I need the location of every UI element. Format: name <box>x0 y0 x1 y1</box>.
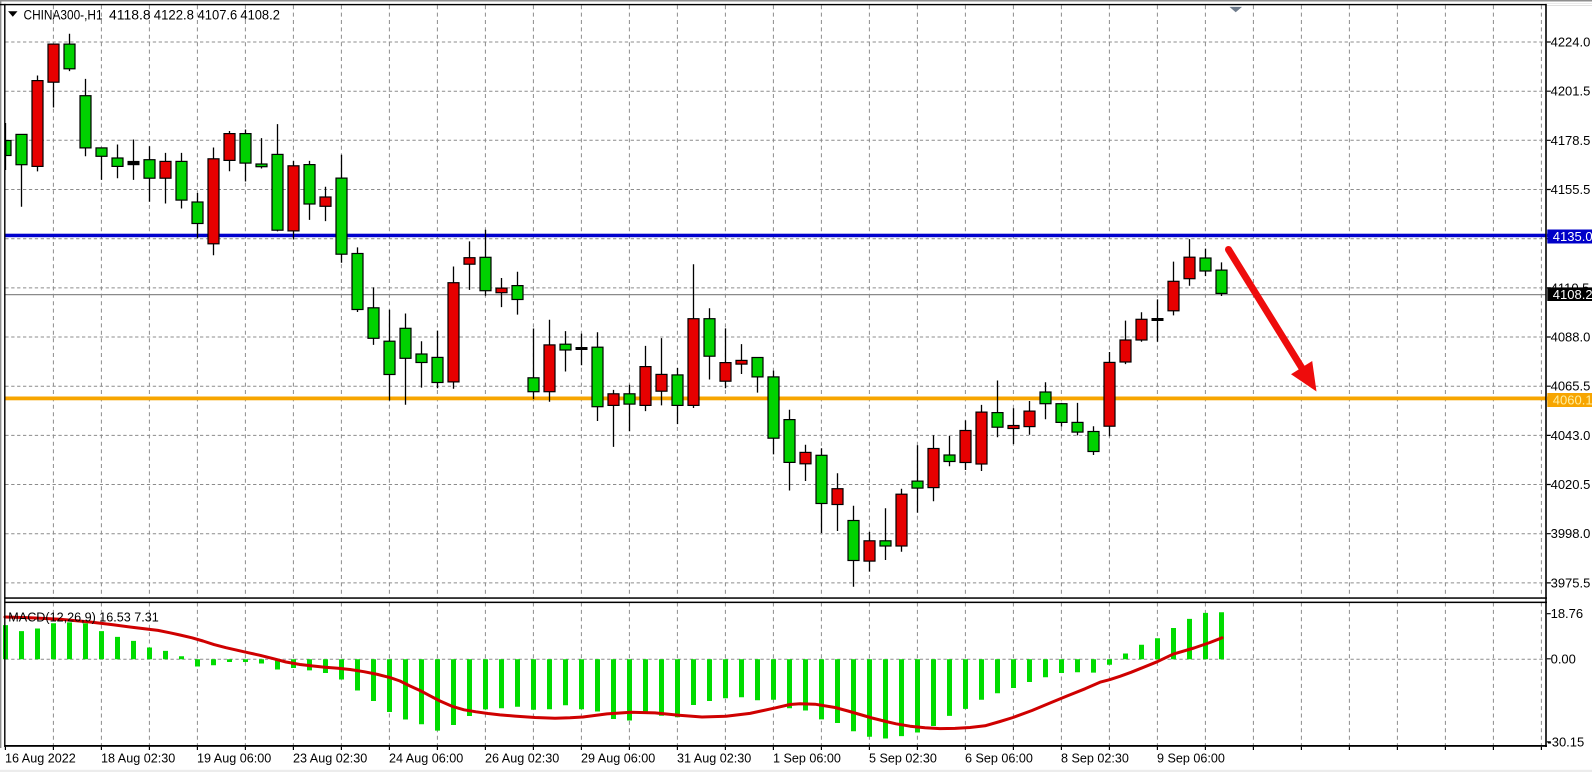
svg-text:-30.15: -30.15 <box>1547 734 1584 749</box>
svg-text:9 Sep 06:00: 9 Sep 06:00 <box>1157 751 1225 765</box>
svg-text:4135.0: 4135.0 <box>1553 229 1592 244</box>
svg-text:31 Aug 02:30: 31 Aug 02:30 <box>677 751 751 765</box>
svg-text:4122.8: 4122.8 <box>154 8 194 23</box>
svg-text:6 Sep 06:00: 6 Sep 06:00 <box>965 751 1033 765</box>
svg-text:4108.2: 4108.2 <box>240 8 280 23</box>
svg-text:29 Aug 06:00: 29 Aug 06:00 <box>581 751 655 765</box>
svg-text:24 Aug 06:00: 24 Aug 06:00 <box>389 751 463 765</box>
svg-text:4107.6: 4107.6 <box>198 8 238 23</box>
svg-text:3975.5: 3975.5 <box>1551 575 1591 590</box>
svg-text:26 Aug 02:30: 26 Aug 02:30 <box>485 751 559 765</box>
svg-text:4108.2: 4108.2 <box>1553 287 1592 302</box>
svg-text:4155.5: 4155.5 <box>1551 182 1591 197</box>
svg-text:4224.0: 4224.0 <box>1551 35 1591 50</box>
svg-text:4088.0: 4088.0 <box>1551 330 1591 345</box>
svg-text:4020.5: 4020.5 <box>1551 477 1591 492</box>
svg-text:4178.5: 4178.5 <box>1551 133 1591 148</box>
svg-text:0.00: 0.00 <box>1551 651 1576 666</box>
svg-text:8 Sep 02:30: 8 Sep 02:30 <box>1061 751 1129 765</box>
svg-text:16 Aug 2022: 16 Aug 2022 <box>5 751 76 765</box>
svg-text:5 Sep 02:30: 5 Sep 02:30 <box>869 751 937 765</box>
svg-text:3998.0: 3998.0 <box>1551 526 1591 541</box>
svg-text:MACD(12,26,9) 16.53 7.31: MACD(12,26,9) 16.53 7.31 <box>8 610 159 624</box>
svg-text:18 Aug 02:30: 18 Aug 02:30 <box>101 751 175 765</box>
svg-text:4118.8: 4118.8 <box>109 8 151 23</box>
svg-text:4065.5: 4065.5 <box>1551 379 1591 394</box>
svg-text:CHINA300-,H1: CHINA300-,H1 <box>24 8 103 23</box>
svg-text:4201.5: 4201.5 <box>1551 84 1591 99</box>
svg-text:23 Aug 02:30: 23 Aug 02:30 <box>293 751 367 765</box>
svg-text:19 Aug 06:00: 19 Aug 06:00 <box>197 751 271 765</box>
svg-text:4043.0: 4043.0 <box>1551 428 1591 443</box>
svg-text:1 Sep 06:00: 1 Sep 06:00 <box>773 751 841 765</box>
svg-text:18.76: 18.76 <box>1551 606 1584 621</box>
svg-text:4060.1: 4060.1 <box>1553 393 1592 408</box>
